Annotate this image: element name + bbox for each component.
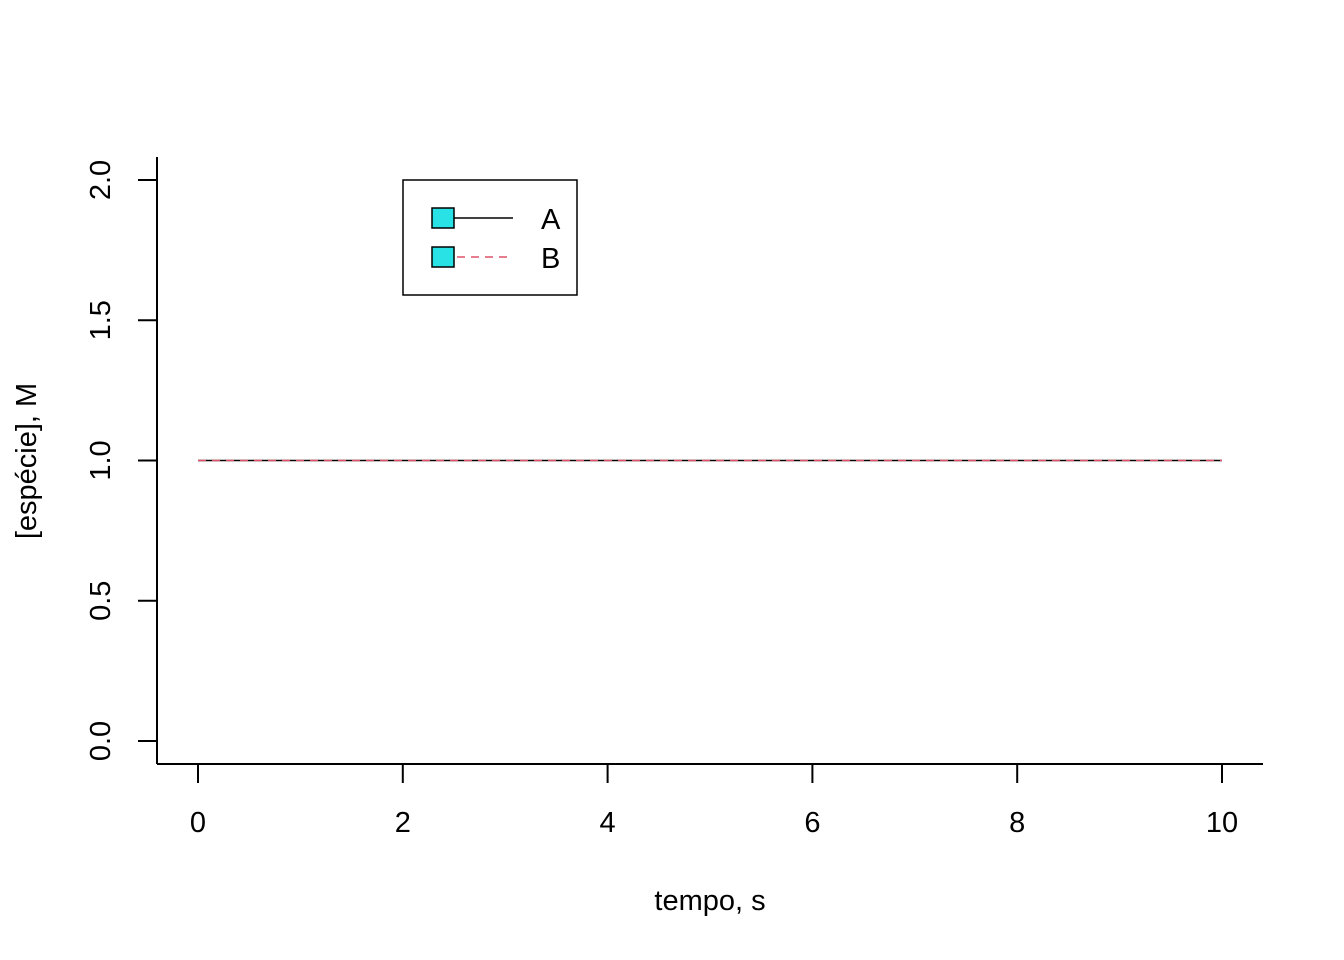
- x-ticks: 0 2 4 6 8 10: [190, 764, 1238, 839]
- legend-box: [402, 179, 578, 296]
- legend: A B: [402, 179, 578, 296]
- x-tick-label: 0: [190, 807, 206, 839]
- x-axis-title: tempo, s: [654, 885, 765, 917]
- y-tick-label: 1.0: [85, 440, 117, 480]
- x-tick-label: 10: [1206, 807, 1238, 839]
- y-tick-label: 0.0: [85, 721, 117, 761]
- x-tick-label: 2: [395, 807, 411, 839]
- x-tick-label: 6: [804, 807, 820, 839]
- legend-label-b: B: [541, 243, 560, 275]
- legend-marker-a: [431, 207, 455, 229]
- y-tick-label: 1.5: [85, 300, 117, 340]
- legend-marker-b: [431, 246, 455, 268]
- x-tick-label: 4: [600, 807, 616, 839]
- y-ticks: 0.0 0.5 1.0 1.5 2.0: [85, 160, 157, 761]
- legend-label-a: A: [541, 204, 561, 236]
- y-axis-title: [espécie], M: [11, 383, 43, 539]
- x-tick-label: 8: [1009, 807, 1025, 839]
- y-tick-label: 0.5: [85, 581, 117, 621]
- y-tick-label: 2.0: [85, 160, 117, 200]
